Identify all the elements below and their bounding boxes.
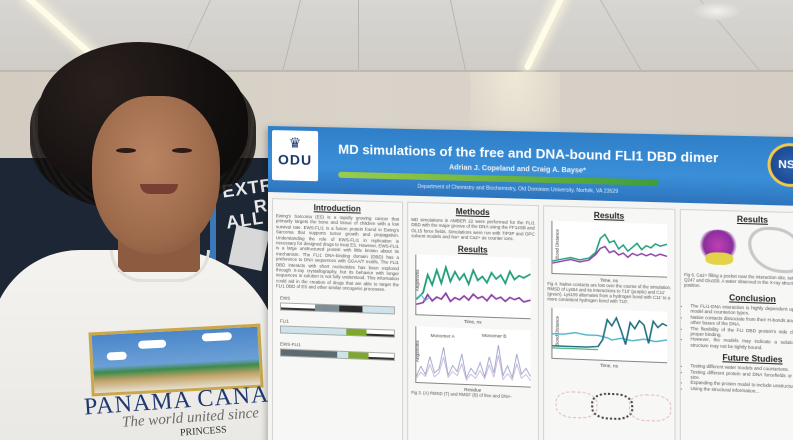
gene-diagrams: EWS FLI1 EWS-FLI1 [276, 295, 399, 361]
gene-bar-ews-fli1 [279, 348, 395, 361]
ceiling-seam [600, 0, 643, 72]
rmsd-plot: Angstroms [415, 254, 531, 319]
smile [140, 184, 178, 194]
poster-header: ♛ ODU MD simulations of the free and DNA… [268, 126, 793, 207]
cloud [137, 339, 167, 349]
gene-segment [366, 329, 394, 337]
methods-heading: Methods [455, 207, 490, 218]
introduction-text: Ewing's Sarcoma (ES) is a rapidly growin… [275, 213, 400, 293]
bond-distance-plot-2: Bond Distance [551, 307, 668, 364]
gene-segment [368, 352, 394, 360]
protein-sheet [705, 252, 734, 266]
methods-text: MD simulations in AMBER 22 were performe… [411, 216, 535, 242]
ceiling-light-right [523, 0, 567, 71]
eye [116, 148, 136, 153]
molecule-dark [591, 392, 634, 421]
research-poster: ♛ ODU MD simulations of the free and DNA… [268, 126, 793, 440]
conclusion-list: The FLI1-DNA interaction is highly depen… [684, 303, 793, 353]
cloud [201, 332, 233, 342]
rmsf-plot: Angstroms Monomer A Monomer B [415, 325, 531, 388]
gene-bar-ews [279, 302, 395, 315]
bond-distance-series [552, 221, 667, 277]
odu-logo: ♛ ODU [271, 130, 319, 182]
figure-caption: Fig 6. Ca2+ filling a pocket near the in… [684, 272, 793, 289]
cloud [106, 351, 127, 361]
ceiling-edge [0, 70, 793, 72]
ceiling-seam [282, 0, 301, 72]
gene-segment [314, 304, 340, 312]
ceiling-seam [450, 0, 467, 72]
rmsf-series [416, 326, 530, 386]
smoke-detector [694, 2, 740, 20]
conclusion-section: Results Fig 6. Ca2+ filling a pocket nea… [679, 208, 793, 440]
conclusion-item: However, the models may indicate a solut… [690, 337, 793, 353]
gene-bar-fli1 [279, 325, 395, 338]
crown-icon: ♛ [288, 134, 302, 151]
ceiling-seam [358, 0, 359, 72]
odu-logo-text: ODU [277, 151, 313, 169]
results-heading: Results [593, 210, 625, 221]
bulletin-board-trim [210, 158, 216, 288]
bond-distance-series-2 [552, 308, 667, 362]
figure-caption: Fig 4. Native contacts are lost over the… [547, 281, 672, 305]
gene-segment-ets [346, 328, 367, 336]
introduction-section: Introduction Ewing's Sarcoma (ES) is a r… [271, 198, 404, 440]
face [92, 96, 220, 254]
nsf-logo: NSF [767, 142, 793, 188]
results-section-2: Results Bond Distance Time, ns Fig 4. Na… [543, 205, 676, 440]
poster-title: MD simulations of the free and DNA-bound… [338, 141, 719, 166]
future-studies-list: Testing different water models and count… [684, 363, 793, 396]
dna-helix [748, 226, 793, 274]
bond-distance-plot: Bond Distance [551, 220, 668, 278]
methods-results-section: Methods MD simulations in AMBER 22 were … [407, 201, 539, 440]
gene-segment-ets [348, 351, 369, 359]
eye [172, 148, 192, 153]
rmsd-series [416, 254, 530, 318]
molecule-pink [628, 393, 672, 423]
gene-segment [339, 305, 363, 312]
molecular-structures [551, 368, 672, 424]
gene-segment [280, 303, 315, 311]
gene-segment [280, 349, 338, 358]
protein-dna-structure [690, 225, 793, 276]
